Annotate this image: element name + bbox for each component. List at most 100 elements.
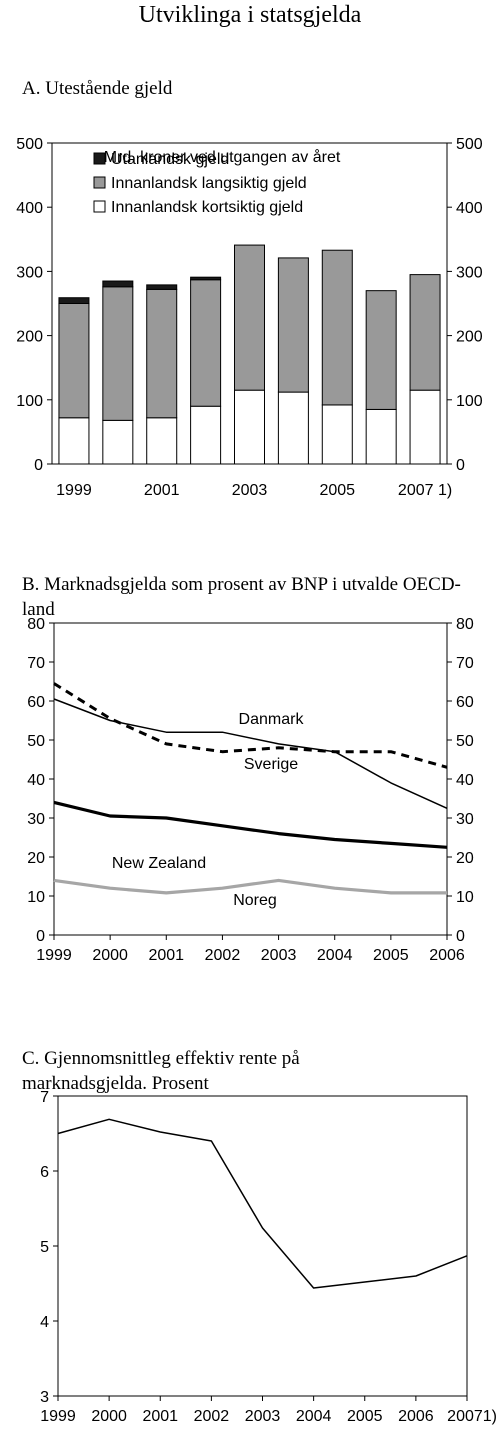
chart-a-y-left-tick-label: 200 bbox=[16, 329, 43, 346]
chart-b-series-noreg bbox=[53, 878, 447, 895]
chart-b-series-new-zealand bbox=[53, 800, 448, 849]
chart-a-bar-innanlandsk-langsiktig-gjeld bbox=[190, 279, 222, 407]
chart-b-y-right-tick-label: 10 bbox=[456, 889, 474, 906]
chart-a-y-left-tick-label: 0 bbox=[34, 457, 43, 474]
chart-b-y-right-tick-label: 0 bbox=[456, 928, 465, 945]
chart-a-bar-innanlandsk-kortsiktig-gjeld bbox=[365, 408, 397, 465]
chart-a-bar-innanlandsk-kortsiktig-gjeld bbox=[146, 417, 178, 465]
chart-c-x-tick-label: 1999 bbox=[40, 1408, 76, 1425]
chart-b-x-tick-label: 2006 bbox=[429, 947, 465, 964]
chart-b-y-left-tick-label: 70 bbox=[27, 655, 45, 672]
chart-b-y-left-tick-label: 40 bbox=[27, 772, 45, 789]
chart-a-legend-label: Innanlandsk langsiktig gjeld bbox=[111, 175, 307, 192]
chart-a-y-left-tick-label: 100 bbox=[16, 393, 43, 410]
chart-c-plot-frame bbox=[57, 1095, 468, 1397]
chart-a-outstanding-debt: 0 0 100 100 200 200 300 300 400 400 500 500 Mrd. kro… bbox=[16, 136, 483, 499]
chart-b-y-right-tick-label: 60 bbox=[456, 694, 474, 711]
chart-b-y-right-tick-label: 30 bbox=[456, 811, 474, 828]
chart-a-bar-innanlandsk-langsiktig-gjeld bbox=[58, 303, 90, 419]
chart-b-series-label: Sverige bbox=[244, 756, 298, 773]
chart-c-y-left-tick-label: 6 bbox=[40, 1164, 49, 1181]
chart-c-y-left-tick-label: 5 bbox=[40, 1239, 49, 1256]
chart-c-x-tick-label: 2000 bbox=[91, 1408, 127, 1425]
chart-a-bar-innanlandsk-kortsiktig-gjeld bbox=[234, 389, 265, 465]
chart-a-bar-innanlandsk-kortsiktig-gjeld bbox=[102, 419, 134, 465]
panel-b-title: B. Marknadsgjelda som prosent av BNP i u… bbox=[22, 574, 461, 620]
chart-b-y-left-tick-label: 30 bbox=[27, 811, 45, 828]
chart-a-y-right-tick-label: 400 bbox=[456, 200, 483, 217]
chart-a-bar-utanlandsk-gjeld bbox=[102, 280, 134, 288]
page-title: Utviklinga i statsgjelda bbox=[138, 2, 362, 28]
chart-a-x-tick-label: 2001 bbox=[144, 482, 180, 499]
chart-a-x-tick-label: 1999 bbox=[56, 482, 92, 499]
chart-b-series-label: Noreg bbox=[233, 892, 277, 909]
chart-b-x-tick-label: 2002 bbox=[205, 947, 241, 964]
chart-c-x-tick-label: 20071) bbox=[447, 1408, 497, 1425]
chart-b-y-left-tick-label: 80 bbox=[27, 616, 45, 633]
chart-a-legend-swatch bbox=[93, 200, 106, 213]
chart-b-x-tick-label: 2003 bbox=[261, 947, 297, 964]
chart-c-y-left-tick-label: 7 bbox=[40, 1089, 49, 1106]
chart-a-bar-innanlandsk-langsiktig-gjeld bbox=[146, 288, 178, 419]
panel-a-title: A. Utestående gjeld bbox=[22, 78, 173, 99]
chart-a-x-tick-label: 2003 bbox=[232, 482, 268, 499]
chart-c-x-tick-label: 2002 bbox=[194, 1408, 230, 1425]
chart-a-x-tick-label: 2005 bbox=[319, 482, 355, 499]
chart-a-bar-innanlandsk-langsiktig-gjeld bbox=[365, 290, 397, 410]
chart-c-x-tick-label: 2004 bbox=[296, 1408, 332, 1425]
chart-b-x-tick-label: 2004 bbox=[317, 947, 353, 964]
chart-a-bar-utanlandsk-gjeld bbox=[58, 297, 90, 304]
chart-b-x-tick-label: 2000 bbox=[92, 947, 128, 964]
chart-b-y-right-tick-label: 70 bbox=[456, 655, 474, 672]
chart-c-x-tick-label: 2006 bbox=[398, 1408, 434, 1425]
chart-b-y-left-tick-label: 20 bbox=[27, 850, 45, 867]
chart-a-bar-utanlandsk-gjeld bbox=[190, 276, 222, 281]
chart-b-y-right-tick-label: 40 bbox=[456, 772, 474, 789]
chart-a-bar-innanlandsk-langsiktig-gjeld bbox=[102, 286, 134, 421]
chart-a-y-left-tick-label: 500 bbox=[16, 136, 43, 153]
chart-b-y-left-tick-label: 60 bbox=[27, 694, 45, 711]
chart-a-bar-innanlandsk-kortsiktig-gjeld bbox=[277, 391, 309, 465]
chart-b-y-left-tick-label: 50 bbox=[27, 733, 45, 750]
chart-b-y-right-tick-label: 80 bbox=[456, 616, 474, 633]
chart-a-bar-utanlandsk-gjeld bbox=[146, 284, 178, 290]
chart-a-x-tick-label: 2007 1) bbox=[398, 482, 452, 499]
chart-c-x-tick-label: 2001 bbox=[142, 1408, 178, 1425]
chart-a-y-right-tick-label: 100 bbox=[456, 393, 483, 410]
chart-c-x-tick-label: 2005 bbox=[347, 1408, 383, 1425]
chart-a-bar-innanlandsk-langsiktig-gjeld bbox=[321, 249, 353, 406]
chart-c-effective-interest: 3 4 5 6 7 1999 2000 2001 2002 2003 2004 2005 2006 200… bbox=[40, 1089, 497, 1425]
chart-a-legend-swatch bbox=[93, 176, 106, 189]
chart-a-bar-innanlandsk-kortsiktig-gjeld bbox=[321, 404, 353, 465]
chart-a-bar-innanlandsk-langsiktig-gjeld bbox=[409, 274, 441, 391]
chart-a-bar-innanlandsk-langsiktig-gjeld bbox=[234, 244, 265, 391]
chart-a-bar-innanlandsk-kortsiktig-gjeld bbox=[190, 405, 222, 465]
chart-a-y-right-tick-label: 300 bbox=[456, 264, 483, 281]
chart-a-bar-innanlandsk-langsiktig-gjeld bbox=[277, 257, 309, 393]
chart-a-legend-label: Utanlandsk gjeld bbox=[111, 151, 229, 168]
chart-b-y-left-tick-label: 0 bbox=[36, 928, 45, 945]
chart-a-legend-swatch bbox=[93, 152, 106, 165]
chart-a-subtitle: Mrd. kroner ved utgangen av året bbox=[104, 148, 341, 166]
chart-a-y-right-tick-label: 500 bbox=[456, 136, 483, 153]
chart-b-y-right-tick-label: 20 bbox=[456, 850, 474, 867]
chart-a-y-right-tick-label: 0 bbox=[456, 457, 465, 474]
chart-a-bar-innanlandsk-kortsiktig-gjeld bbox=[409, 389, 441, 465]
chart-c-series-line bbox=[57, 1118, 468, 1289]
chart-b-y-left-tick-label: 10 bbox=[27, 889, 45, 906]
chart-b-x-tick-label: 2005 bbox=[373, 947, 409, 964]
chart-a-y-right-tick-label: 200 bbox=[456, 329, 483, 346]
chart-b-series-label: New Zealand bbox=[112, 855, 206, 872]
chart-c-y-left-tick-label: 4 bbox=[40, 1314, 49, 1331]
chart-c-y-left-tick-label: 3 bbox=[40, 1389, 49, 1406]
chart-b-series-sverige bbox=[53, 682, 448, 769]
chart-b-debt-percent-gdp: 0 0 10 10 20 20 30 30 40 40 50 50 60 60 70 70 80 80 1999 20… bbox=[27, 616, 474, 964]
chart-b-x-tick-label: 2001 bbox=[148, 947, 184, 964]
panel-c-title: C. Gjennomsnittleg effektiv rente på mar… bbox=[22, 1048, 300, 1094]
chart-b-series-label: Danmark bbox=[239, 711, 305, 728]
chart-a-bar-innanlandsk-kortsiktig-gjeld bbox=[58, 417, 90, 465]
chart-a-legend-label: Innanlandsk kortsiktig gjeld bbox=[111, 199, 303, 216]
chart-c-x-tick-label: 2003 bbox=[245, 1408, 281, 1425]
chart-a-y-left-tick-label: 300 bbox=[16, 264, 43, 281]
chart-b-y-right-tick-label: 50 bbox=[456, 733, 474, 750]
